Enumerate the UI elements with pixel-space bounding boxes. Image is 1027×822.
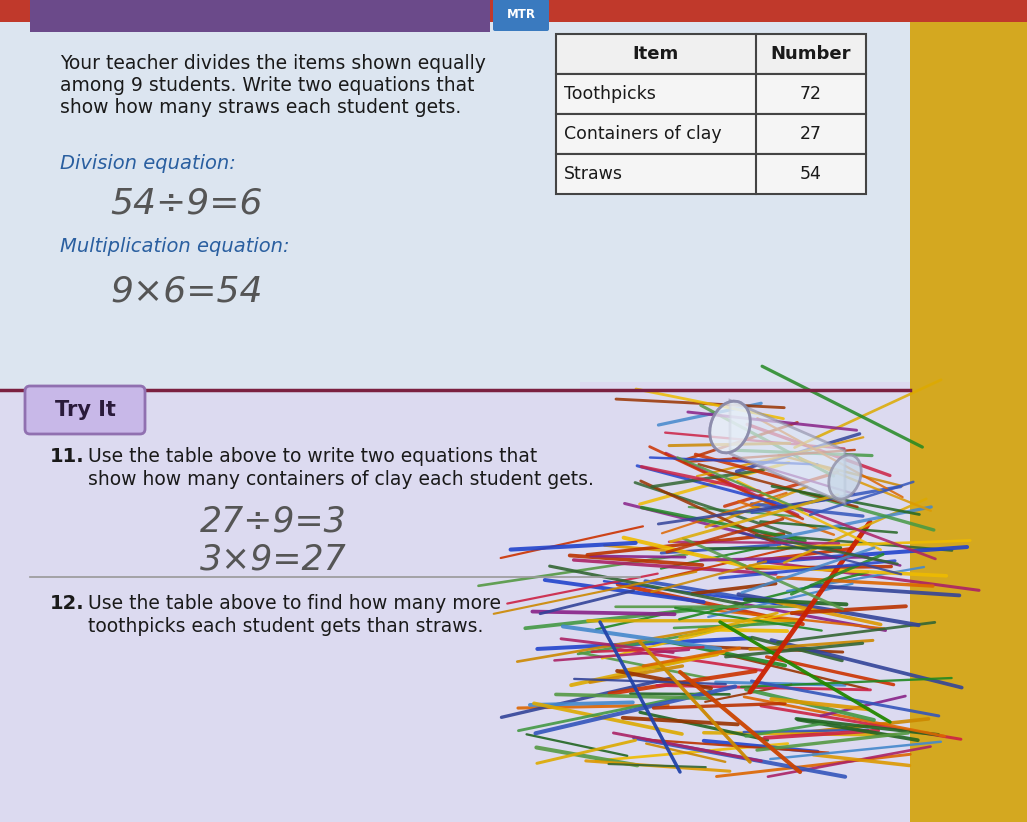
Text: Your teacher divides the items shown equally: Your teacher divides the items shown equ… [60,54,486,73]
FancyBboxPatch shape [0,390,910,822]
FancyBboxPatch shape [556,154,866,194]
Text: 27: 27 [800,125,822,143]
Text: Item: Item [633,45,679,63]
FancyBboxPatch shape [30,0,490,32]
Text: Multiplication equation:: Multiplication equation: [60,237,290,256]
Text: Division equation:: Division equation: [60,154,236,173]
Text: 27÷9=3: 27÷9=3 [200,504,347,538]
Text: 72: 72 [800,85,822,103]
Text: 11.: 11. [50,447,84,466]
Text: 54÷9=6: 54÷9=6 [110,187,263,221]
Text: Use the table above to find how many more: Use the table above to find how many mor… [88,594,501,613]
FancyBboxPatch shape [580,382,910,772]
Text: Straws: Straws [564,165,623,183]
FancyBboxPatch shape [0,0,1027,22]
Text: show how many containers of clay each student gets.: show how many containers of clay each st… [88,470,594,489]
Text: among 9 students. Write two equations that: among 9 students. Write two equations th… [60,76,474,95]
Text: Use the table above to write two equations that: Use the table above to write two equatio… [88,447,537,466]
FancyBboxPatch shape [25,386,145,434]
Text: toothpicks each student gets than straws.: toothpicks each student gets than straws… [88,617,484,636]
Text: 9×6=54: 9×6=54 [110,274,263,308]
Text: Toothpicks: Toothpicks [564,85,656,103]
Text: 12.: 12. [50,594,84,613]
Text: Containers of clay: Containers of clay [564,125,722,143]
Text: 54: 54 [800,165,822,183]
FancyBboxPatch shape [556,34,866,74]
FancyBboxPatch shape [0,0,910,392]
Text: Try It: Try It [54,400,115,420]
FancyBboxPatch shape [493,0,549,31]
FancyBboxPatch shape [556,114,866,154]
Polygon shape [730,400,845,504]
Text: Number: Number [770,45,851,63]
FancyBboxPatch shape [900,0,1027,822]
FancyBboxPatch shape [556,74,866,114]
Text: 3×9=27: 3×9=27 [200,542,347,576]
Ellipse shape [710,401,751,453]
Text: MTR: MTR [506,8,535,21]
Ellipse shape [829,455,862,499]
Text: show how many straws each student gets.: show how many straws each student gets. [60,98,461,117]
FancyBboxPatch shape [870,0,1027,142]
